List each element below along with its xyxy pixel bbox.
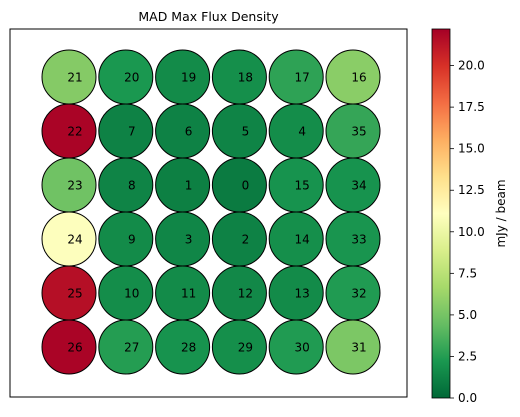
beam-label: 26 bbox=[67, 341, 82, 355]
beam-label: 17 bbox=[295, 71, 310, 85]
beam-marker bbox=[211, 211, 267, 267]
beam-label: 3 bbox=[185, 233, 193, 247]
beam-marker bbox=[325, 319, 381, 375]
beam-label: 2 bbox=[242, 233, 250, 247]
beam-label: 25 bbox=[67, 287, 82, 301]
beam-label: 15 bbox=[295, 179, 310, 193]
beam-marker bbox=[211, 157, 267, 213]
beam-label: 10 bbox=[124, 287, 139, 301]
beam-label: 35 bbox=[351, 125, 366, 139]
beam-marker bbox=[98, 211, 154, 267]
colorbar-ticks: 0.0 2.5 5.0 7.5 10.0 12.5 15.0 17.5 20.0 bbox=[450, 59, 485, 405]
beam-label: 34 bbox=[351, 179, 366, 193]
beam-marker bbox=[155, 319, 211, 375]
beam-marker bbox=[98, 157, 154, 213]
beam-marker bbox=[41, 319, 97, 375]
beam-label: 4 bbox=[298, 125, 306, 139]
beam-label: 16 bbox=[351, 71, 366, 85]
beam-label: 21 bbox=[67, 71, 82, 85]
beam-label: 22 bbox=[67, 125, 82, 139]
beam-marker bbox=[155, 103, 211, 159]
beam-label: 31 bbox=[351, 341, 366, 355]
beam-label: 9 bbox=[128, 233, 136, 247]
beam-label: 1 bbox=[185, 179, 193, 193]
colorbar-tick-label: 10.0 bbox=[458, 225, 485, 239]
colorbar-label: mJy / beam bbox=[494, 179, 508, 247]
colorbar-tick-label: 7.5 bbox=[458, 266, 477, 280]
beam-label: 29 bbox=[238, 341, 253, 355]
beam-label: 24 bbox=[67, 233, 82, 247]
beam-marker bbox=[211, 103, 267, 159]
beam-marker bbox=[98, 103, 154, 159]
beam-marker bbox=[98, 319, 154, 375]
beam-label: 27 bbox=[124, 341, 139, 355]
beam-label: 13 bbox=[295, 287, 310, 301]
chart-title: MAD Max Flux Density bbox=[138, 9, 279, 24]
beam-label: 7 bbox=[128, 125, 136, 139]
beam-label: 28 bbox=[181, 341, 196, 355]
beam-marker bbox=[268, 319, 324, 375]
beam-label: 23 bbox=[67, 179, 82, 193]
beam-marker bbox=[155, 157, 211, 213]
colorbar-tick-label: 17.5 bbox=[458, 100, 485, 114]
beam-label: 12 bbox=[238, 287, 253, 301]
beam-marker bbox=[211, 319, 267, 375]
beam-marker bbox=[155, 211, 211, 267]
beam-label: 33 bbox=[351, 233, 366, 247]
colorbar-tick-label: 2.5 bbox=[458, 349, 477, 363]
colorbar-tick-label: 5.0 bbox=[458, 308, 477, 322]
beam-label: 5 bbox=[242, 125, 250, 139]
colorbar-tick-label: 0.0 bbox=[458, 391, 477, 405]
beam-label: 18 bbox=[238, 71, 253, 85]
colorbar bbox=[431, 28, 451, 399]
beam-label: 30 bbox=[295, 341, 310, 355]
beam-label: 11 bbox=[181, 287, 196, 301]
beam-label: 6 bbox=[185, 125, 193, 139]
beam-label: 19 bbox=[181, 71, 196, 85]
beam-label: 8 bbox=[128, 179, 136, 193]
colorbar-tick-label: 15.0 bbox=[458, 142, 485, 156]
beam-label: 14 bbox=[295, 233, 310, 247]
beam-label: 32 bbox=[351, 287, 366, 301]
colorbar-tick-label: 12.5 bbox=[458, 183, 485, 197]
beam-label: 20 bbox=[124, 71, 139, 85]
beam-label: 0 bbox=[242, 179, 250, 193]
colorbar-tick-label: 20.0 bbox=[458, 59, 485, 73]
beam-marker bbox=[268, 103, 324, 159]
